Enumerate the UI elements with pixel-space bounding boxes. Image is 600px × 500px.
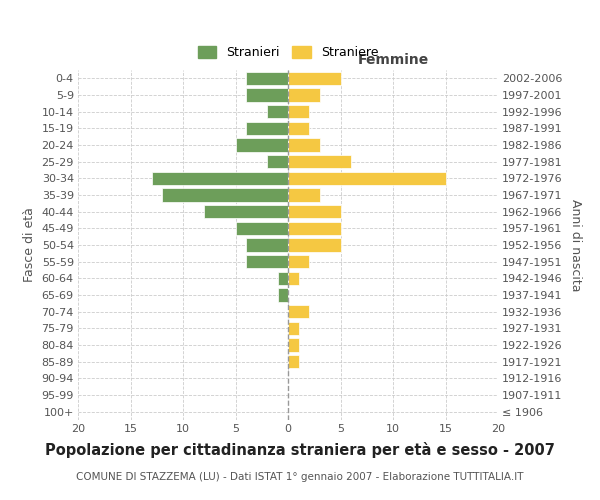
Bar: [288, 322, 299, 335]
Bar: [288, 305, 309, 318]
Bar: [288, 122, 309, 135]
Bar: [288, 355, 299, 368]
Bar: [288, 188, 320, 202]
Bar: [151, 172, 288, 185]
Bar: [277, 272, 288, 285]
Bar: [277, 288, 288, 302]
Bar: [288, 105, 309, 118]
Bar: [246, 72, 288, 85]
Bar: [288, 205, 341, 218]
Bar: [267, 105, 288, 118]
Bar: [288, 172, 445, 185]
Bar: [235, 222, 288, 235]
Text: Popolazione per cittadinanza straniera per età e sesso - 2007: Popolazione per cittadinanza straniera p…: [45, 442, 555, 458]
Bar: [246, 238, 288, 252]
Bar: [162, 188, 288, 202]
Bar: [288, 338, 299, 351]
Bar: [288, 138, 320, 151]
Bar: [288, 155, 351, 168]
Legend: Stranieri, Straniere: Stranieri, Straniere: [193, 41, 383, 64]
Bar: [288, 272, 299, 285]
Bar: [288, 222, 341, 235]
Bar: [204, 205, 288, 218]
Bar: [288, 238, 341, 252]
Text: COMUNE DI STAZZEMA (LU) - Dati ISTAT 1° gennaio 2007 - Elaborazione TUTTITALIA.I: COMUNE DI STAZZEMA (LU) - Dati ISTAT 1° …: [76, 472, 524, 482]
Bar: [246, 255, 288, 268]
Bar: [288, 255, 309, 268]
Bar: [267, 155, 288, 168]
Bar: [235, 138, 288, 151]
Y-axis label: Fasce di età: Fasce di età: [23, 208, 36, 282]
Bar: [246, 88, 288, 102]
Bar: [288, 88, 320, 102]
Y-axis label: Anni di nascita: Anni di nascita: [569, 198, 582, 291]
Bar: [288, 72, 341, 85]
Text: Femmine: Femmine: [358, 52, 428, 66]
Bar: [246, 122, 288, 135]
